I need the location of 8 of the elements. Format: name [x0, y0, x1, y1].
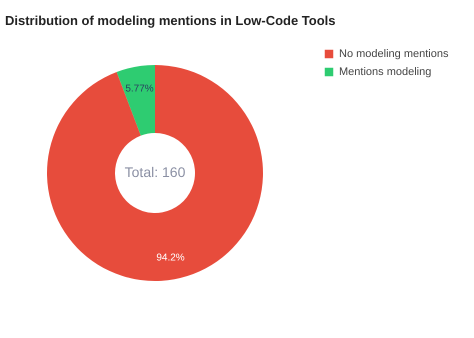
- donut-slice: [47, 65, 263, 281]
- donut-slice: [116, 65, 155, 136]
- legend-label: Mentions modeling: [339, 66, 432, 78]
- data-label: 5.77%: [125, 83, 154, 94]
- data-label: 94.2%: [156, 252, 185, 264]
- chart-title: Distribution of modeling mentions in Low-Code Tools: [5, 13, 336, 28]
- text: Total: 160: [124, 164, 186, 180]
- legend-label: No modeling mentions: [339, 48, 449, 60]
